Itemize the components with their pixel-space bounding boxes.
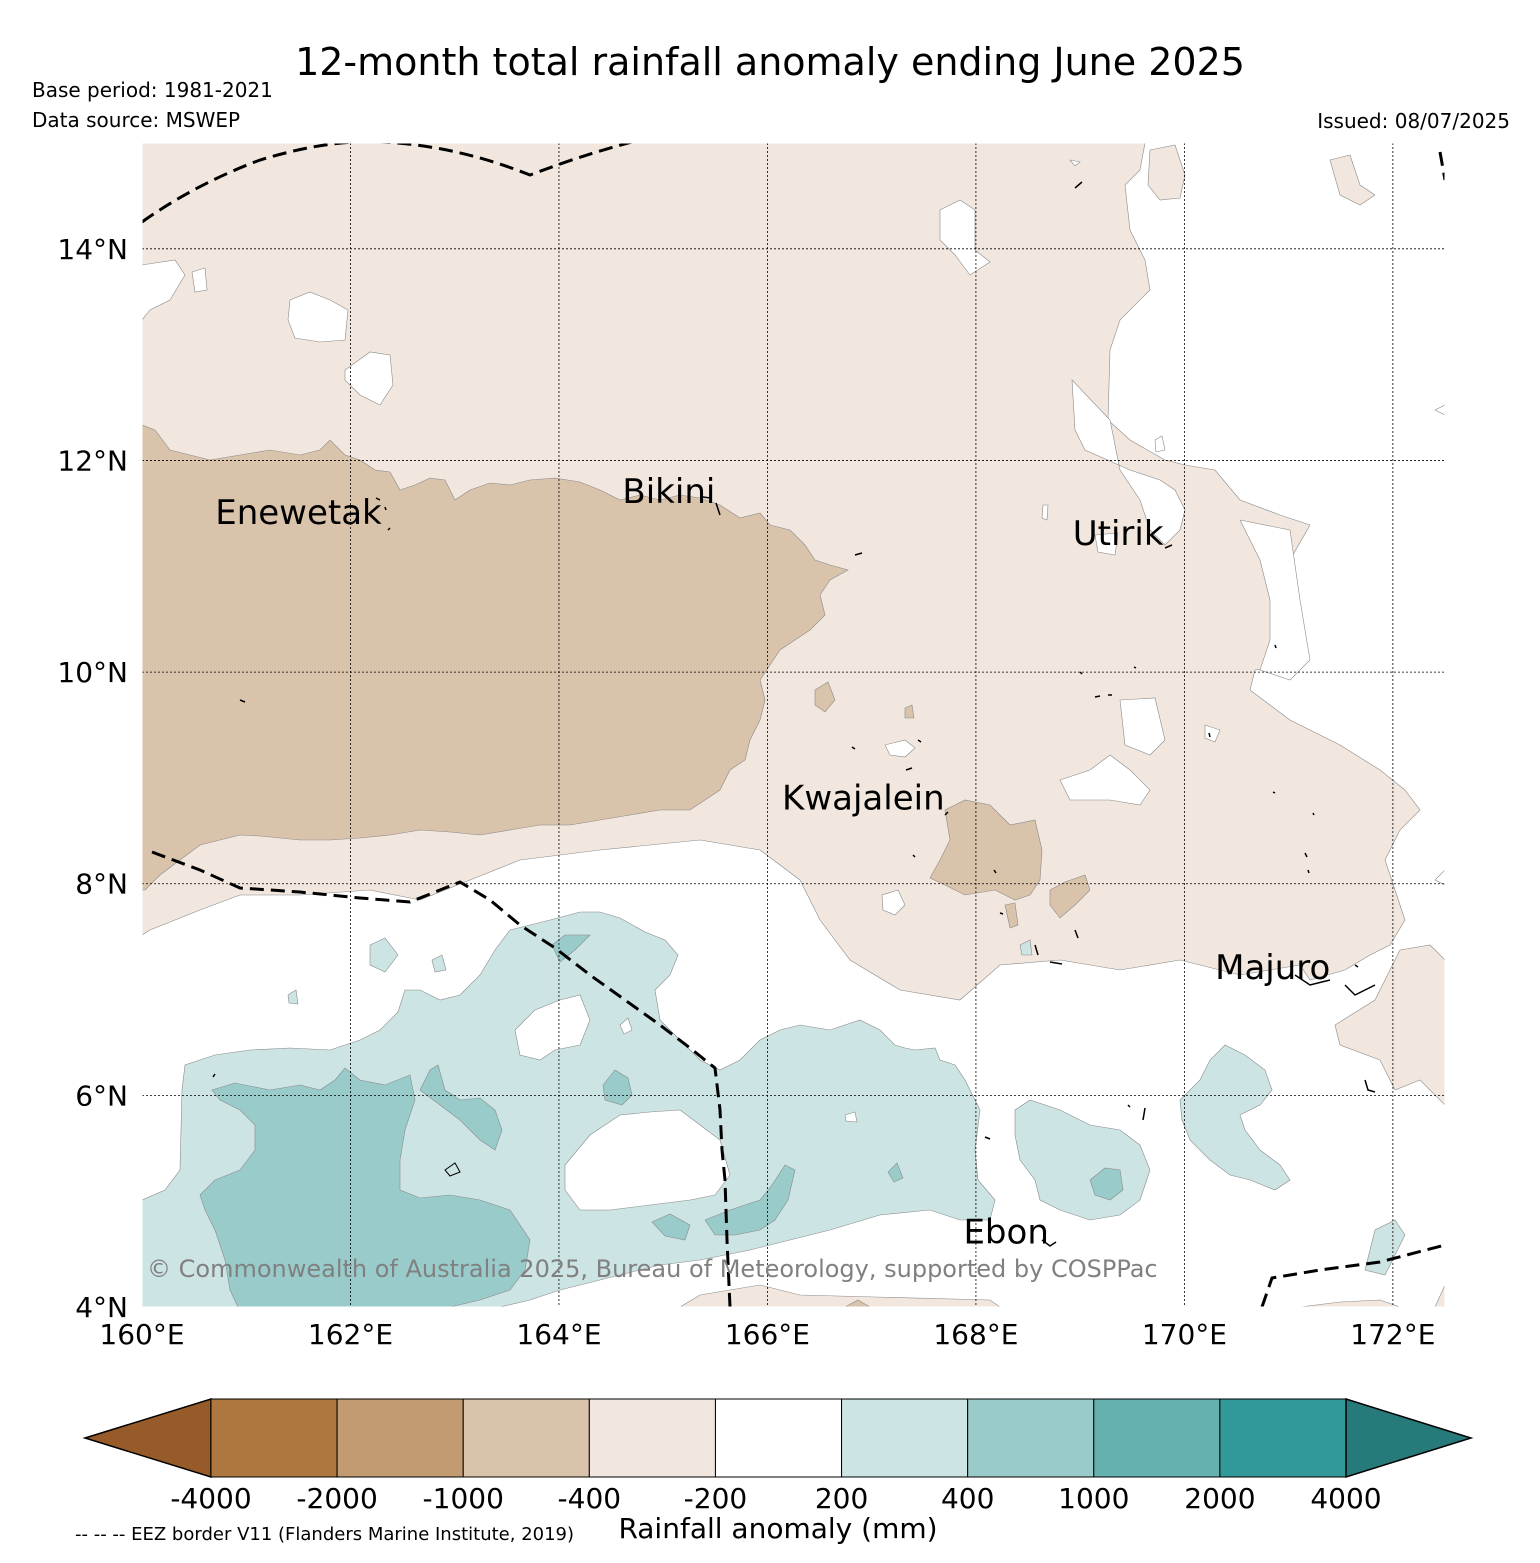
base-period-note: Base period: 1981-2021 [32,78,273,102]
colorbar-tick-label: 2000 [1184,1482,1255,1515]
latitude-tick-label: 14°N [57,233,128,266]
neutral-anomaly-patches [142,159,1445,916]
longitude-tick-label: 170°E [1142,1318,1227,1351]
colorbar-tick-label: -4000 [170,1482,251,1515]
island-outlines [212,181,1376,1247]
longitude-tick-label: 172°E [1350,1318,1435,1351]
longitude-tick-label: 164°E [516,1318,601,1351]
data-source-note: Data source: MSWEP [32,108,241,132]
colorbar-extend-low [82,1397,212,1479]
colorbar-segment [462,1398,590,1478]
latitude-tick-label: 10°N [57,656,128,689]
eez-border-central [151,850,732,1307]
map-title: 12-month total rainfall anomaly ending J… [295,40,1245,84]
latitude-tick-label: 6°N [75,1079,128,1112]
colorbar-segment [588,1398,716,1478]
place-labels: Enewetak Bikini Utirik Kwajalein Majuro Ebon [215,472,1330,1253]
colorbar-tick-label: -200 [684,1482,748,1515]
eez-border-north-east [1438,151,1445,181]
colorbar-tick-label: 1000 [1058,1482,1129,1515]
longitude-tick-label: 160°E [99,1318,184,1351]
place-label-utirik: Utirik [1073,514,1164,554]
colorbar-tick-label: 400 [941,1482,994,1515]
latitude-tick-label: 4°N [75,1291,128,1324]
place-label-enewetak: Enewetak [215,493,382,533]
map-area [142,143,1445,1307]
place-label-majuro: Majuro [1215,948,1330,988]
longitude-tick-label: 162°E [308,1318,393,1351]
longitude-tick-labels: 160°E 162°E 164°E 166°E 168°E 170°E 172°E [99,1318,1435,1351]
eez-border-legend-note: -- -- -- EEZ border V11 (Flanders Marine… [75,1524,574,1545]
wet-anomaly-medium-region [199,934,1124,1307]
place-label-ebon: Ebon [963,1213,1048,1253]
place-label-kwajalein: Kwajalein [782,779,945,819]
colorbar-tick-label: -1000 [423,1482,504,1515]
colorbar-segment [714,1398,843,1478]
colorbar-segment [967,1398,1095,1478]
colorbar: -4000 -2000 -1000 -400 -200 200 400 1000 2000 400… [82,1397,1474,1515]
colorbar-tick-label: -2000 [296,1482,377,1515]
eez-border-lines [142,143,1445,1307]
colorbar-segment [841,1398,969,1478]
copyright-text: © Commonwealth of Australia 2025, Bureau… [147,1255,1158,1283]
longitude-tick-label: 166°E [725,1318,810,1351]
colorbar-segment [336,1398,464,1478]
colorbar-label: Rainfall anomaly (mm) [618,1512,937,1545]
dry-anomaly-medium-region [142,424,1091,1307]
map-gridlines [142,143,1445,1307]
latitude-tick-label: 12°N [57,444,128,477]
eez-border-north [142,143,635,224]
map-frame [141,142,1446,1308]
colorbar-segment [210,1398,338,1478]
colorbar-tick-label: -400 [558,1482,622,1515]
latitude-tick-label: 8°N [75,868,128,901]
colorbar-extend-high [1345,1397,1474,1479]
latitude-tick-labels: 4°N 6°N 8°N 10°N 12°N 14°N [57,233,128,1324]
longitude-tick-label: 168°E [933,1318,1018,1351]
colorbar-segment [1219,1398,1347,1478]
colorbar-tick-label: 200 [815,1482,868,1515]
colorbar-segment [1093,1398,1221,1478]
colorbar-tick-label: 4000 [1310,1482,1381,1515]
issued-date: Issued: 08/07/2025 [1317,109,1510,133]
place-label-bikini: Bikini [622,472,715,512]
